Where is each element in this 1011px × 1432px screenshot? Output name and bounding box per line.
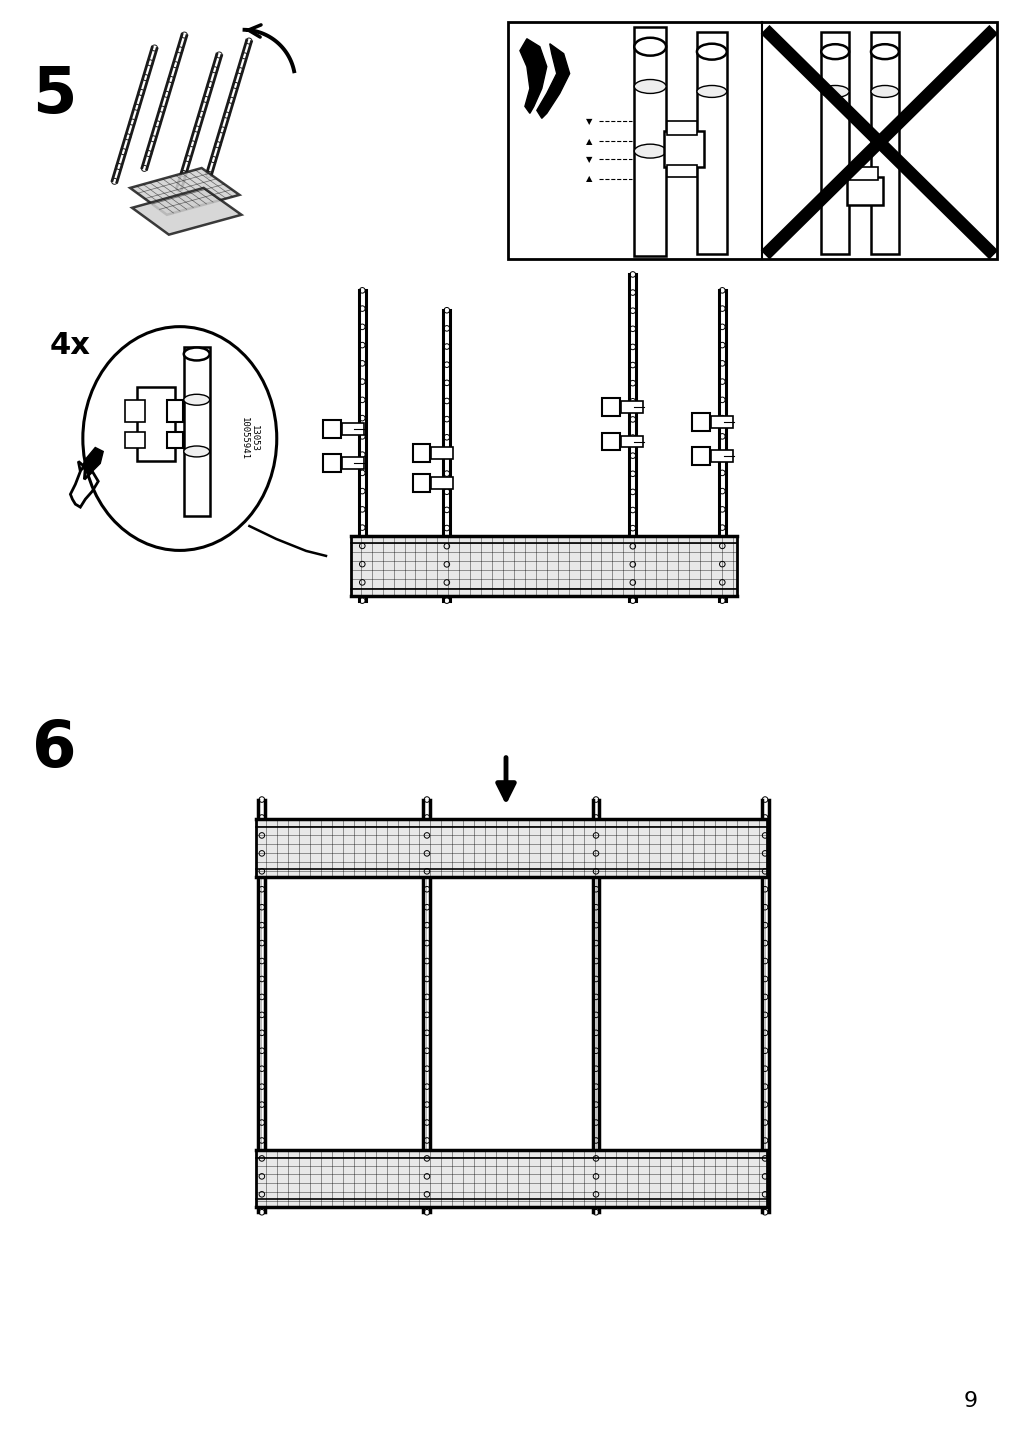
Bar: [602, 432, 620, 451]
Bar: [323, 454, 341, 473]
Polygon shape: [80, 447, 103, 474]
Ellipse shape: [697, 86, 726, 97]
Ellipse shape: [697, 44, 726, 60]
Ellipse shape: [821, 44, 848, 59]
Bar: [666, 122, 697, 135]
Polygon shape: [130, 168, 240, 215]
Bar: [256, 1150, 765, 1207]
Bar: [351, 536, 736, 596]
Ellipse shape: [83, 326, 276, 550]
Bar: [125, 400, 145, 421]
Text: 4x: 4x: [50, 331, 91, 359]
Bar: [710, 451, 732, 463]
Bar: [431, 447, 453, 460]
Ellipse shape: [184, 445, 209, 457]
Text: ▲: ▲: [585, 175, 592, 183]
Bar: [846, 178, 882, 205]
Text: ▲: ▲: [585, 136, 592, 146]
Bar: [125, 431, 145, 448]
Bar: [663, 132, 704, 168]
Bar: [167, 400, 183, 421]
Polygon shape: [131, 188, 242, 235]
Bar: [136, 387, 175, 461]
Text: ▼: ▼: [585, 155, 592, 163]
Polygon shape: [520, 39, 546, 113]
Bar: [621, 435, 643, 447]
Ellipse shape: [634, 37, 665, 56]
Text: ▼: ▼: [585, 117, 592, 126]
Bar: [342, 422, 363, 434]
Bar: [602, 398, 620, 415]
Bar: [634, 27, 665, 255]
Bar: [621, 401, 643, 412]
Ellipse shape: [634, 80, 665, 93]
Bar: [342, 457, 363, 470]
Ellipse shape: [870, 44, 898, 59]
Polygon shape: [536, 44, 569, 119]
Text: 13053
10055941: 13053 10055941: [240, 417, 259, 460]
Text: 6: 6: [32, 717, 77, 780]
Text: 9: 9: [962, 1390, 977, 1411]
Bar: [184, 347, 209, 516]
Bar: [431, 477, 453, 490]
Bar: [849, 168, 878, 180]
Bar: [256, 819, 765, 878]
Bar: [412, 474, 430, 493]
Bar: [692, 447, 709, 465]
Bar: [697, 32, 726, 253]
Bar: [821, 32, 848, 253]
Ellipse shape: [821, 86, 848, 97]
Bar: [412, 444, 430, 463]
Bar: [710, 415, 732, 428]
Text: 5: 5: [32, 63, 77, 126]
Bar: [167, 431, 183, 448]
Bar: [323, 420, 341, 438]
Ellipse shape: [184, 394, 209, 405]
Bar: [508, 21, 996, 259]
Ellipse shape: [870, 86, 898, 97]
Bar: [692, 412, 709, 431]
Bar: [666, 165, 697, 178]
Bar: [870, 32, 898, 253]
Ellipse shape: [634, 145, 665, 158]
Ellipse shape: [184, 348, 209, 361]
